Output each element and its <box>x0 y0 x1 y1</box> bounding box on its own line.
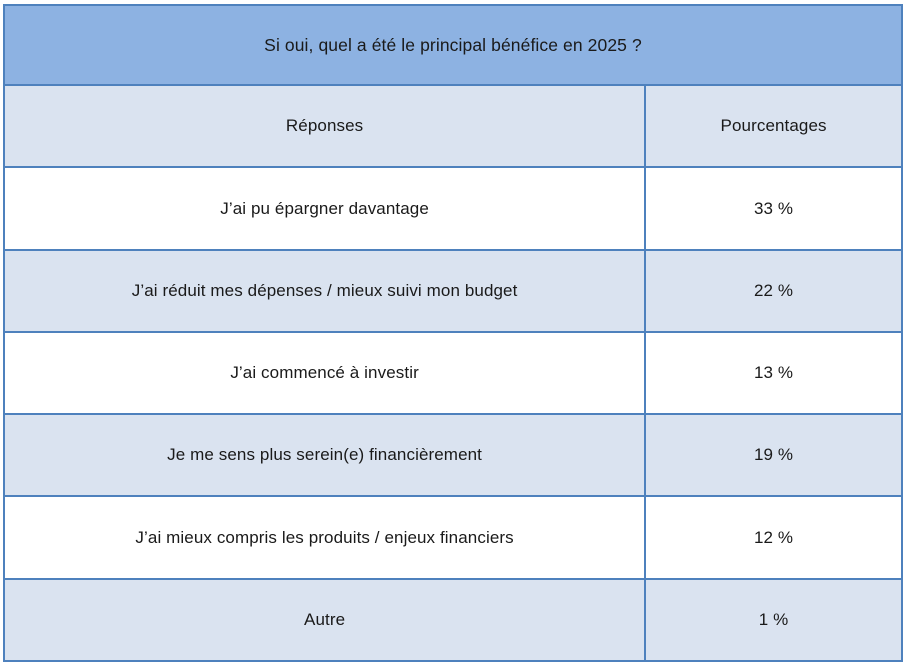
percentage-cell: 13 % <box>644 330 903 416</box>
response-cell: J’ai commencé à investir <box>2 330 647 416</box>
response-cell: J’ai mieux compris les produits / enjeux… <box>2 495 647 580</box>
table-row: J’ai pu épargner davantage 33 % <box>2 166 903 251</box>
table-title-row: Si oui, quel a été le principal bénéfice… <box>3 3 903 87</box>
table-row: J’ai réduit mes dépenses / mieux suivi m… <box>2 248 903 333</box>
table-header-row: Réponses Pourcentages <box>2 84 903 169</box>
table-row: Autre 1 % <box>2 577 903 663</box>
response-cell: J’ai pu épargner davantage <box>2 166 647 251</box>
response-cell: Autre <box>2 577 647 663</box>
percentage-cell: 22 % <box>644 248 903 333</box>
percentage-cell: 12 % <box>644 495 903 580</box>
column-header-responses: Réponses <box>2 84 647 169</box>
response-cell: J’ai réduit mes dépenses / mieux suivi m… <box>2 248 647 333</box>
response-cell: Je me sens plus serein(e) financièrement <box>2 413 647 498</box>
percentage-cell: 1 % <box>644 577 903 663</box>
table-row: Je me sens plus serein(e) financièrement… <box>2 413 903 498</box>
table-title: Si oui, quel a été le principal bénéfice… <box>3 3 903 87</box>
survey-results-table: Si oui, quel a été le principal bénéfice… <box>2 3 903 663</box>
table-row: J’ai commencé à investir 13 % <box>2 330 903 416</box>
column-header-percentages: Pourcentages <box>644 84 903 169</box>
percentage-cell: 19 % <box>644 413 903 498</box>
table-row: J’ai mieux compris les produits / enjeux… <box>2 495 903 580</box>
percentage-cell: 33 % <box>644 166 903 251</box>
